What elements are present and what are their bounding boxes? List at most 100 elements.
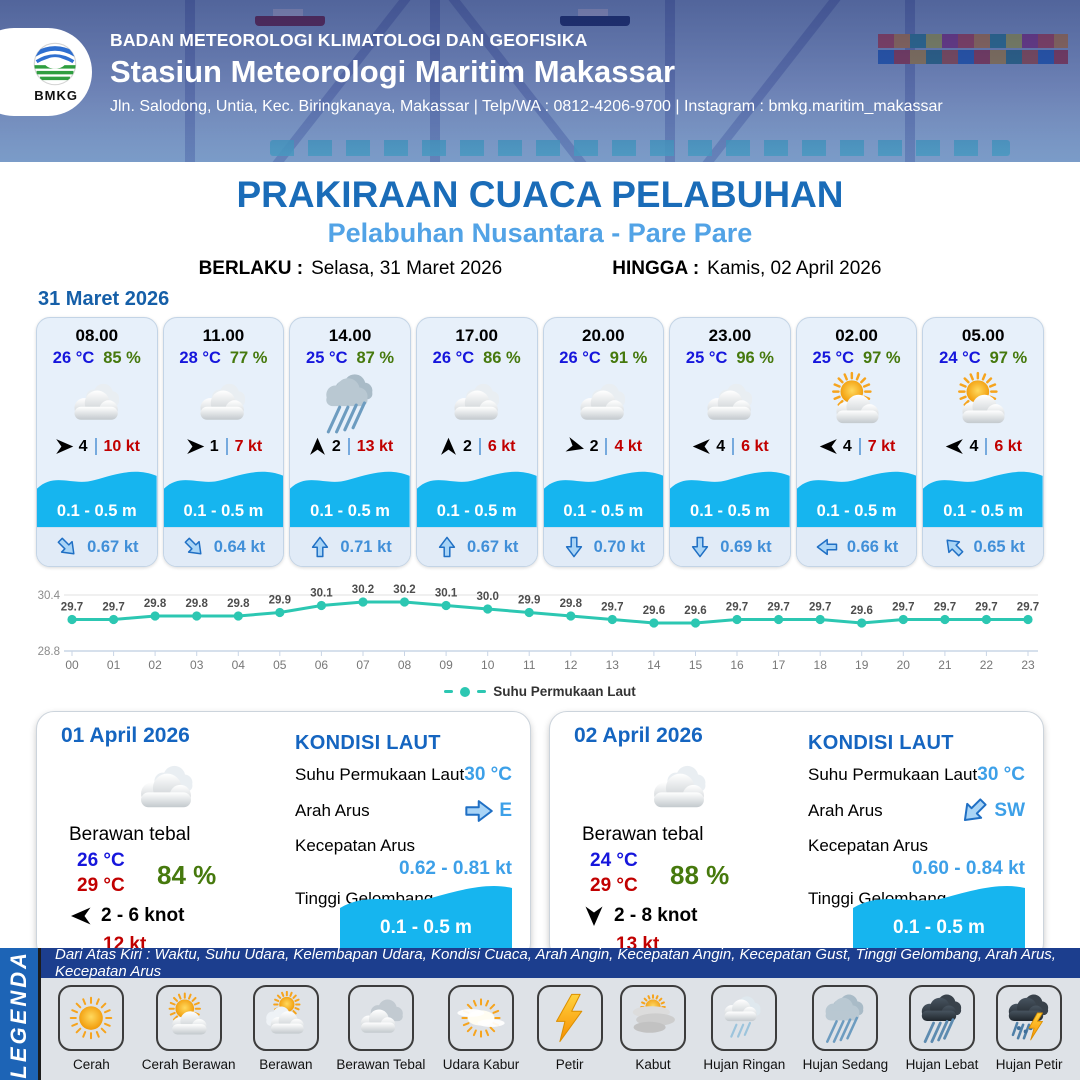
wind-direction-arrow-icon	[691, 436, 712, 457]
forecast-card: 23.00 25 °C 96 % 4 6 kt 0.1 - 0.5 m	[669, 317, 791, 567]
legend-item-label: Hujan Ringan	[703, 1057, 786, 1072]
current-direction-arrow-icon	[688, 535, 712, 559]
weather-legend-icon	[1002, 991, 1056, 1045]
current-speed-label: Kecepatan Arus	[295, 836, 416, 855]
legend-item: Cerah	[58, 985, 125, 1072]
current-direction-arrow-icon	[815, 535, 839, 559]
svg-text:21: 21	[938, 658, 952, 672]
condition-label: Berawan tebal	[582, 824, 704, 845]
svg-text:13: 13	[606, 658, 620, 672]
forecast-card: 08.00 26 °C 85 % 4 10 kt 0.1 - 0.5 m	[36, 317, 158, 567]
svg-text:22: 22	[980, 658, 994, 672]
weather-icon	[819, 370, 895, 436]
weather-icon	[565, 370, 641, 436]
legend-item-label: Hujan Lebat	[905, 1057, 979, 1072]
wave-shape	[853, 886, 1025, 948]
humidity-value: 96 %	[736, 349, 774, 367]
bmkg-logo-text: BMKG	[34, 88, 78, 103]
temp-humidity-row: 26 °C 91 %	[559, 349, 647, 368]
valid-until-label: HINGGA :	[612, 258, 700, 279]
svg-text:29.7: 29.7	[726, 602, 748, 614]
current-speed-value: 0.67 kt	[87, 537, 139, 556]
daily-date: 01 April 2026	[61, 724, 190, 747]
current-row: 0.71 kt	[290, 527, 410, 566]
wind-direction-arrow-icon	[307, 436, 328, 457]
current-speed-value: 0.69 kt	[720, 537, 772, 556]
wave-height-band: 0.1 - 0.5 m	[290, 461, 410, 527]
svg-text:07: 07	[356, 658, 370, 672]
wind-direction-arrow-icon	[944, 436, 965, 457]
current-row: 0.66 kt	[796, 527, 917, 566]
forecast-date: 31 Maret 2026	[38, 288, 170, 310]
current-direction-label: Arah Arus	[295, 801, 370, 820]
wave-height-value: 0.1 - 0.5 m	[690, 502, 770, 520]
time-label: 23.00	[708, 326, 752, 345]
validity-row: BERLAKU : Selasa, 31 Maret 2026 HINGGA : K…	[0, 258, 1080, 280]
time-label: 14.00	[328, 326, 372, 345]
wave-shape	[416, 471, 537, 527]
svg-text:30.2: 30.2	[352, 584, 374, 596]
current-direction-arrow-icon	[308, 535, 332, 559]
current-speed-value: 0.65 kt	[973, 537, 1025, 556]
legend-items: Cerah Cerah Berawan Berawan	[41, 978, 1080, 1080]
legend-item-label: Petir	[555, 1057, 584, 1072]
weather-legend-icon	[543, 991, 597, 1045]
sea-conditions: KONDISI LAUT Suhu Permukaan Laut 30 °C A…	[295, 732, 512, 948]
current-direction-value: SW	[994, 800, 1025, 821]
sea-conditions: KONDISI LAUT Suhu Permukaan Laut 30 °C A…	[808, 732, 1025, 948]
current-row: 0.69 kt	[670, 527, 790, 566]
forecast-card: 02.00 25 °C 97 % 4 7 kt 0.1 - 0.5 m	[795, 317, 918, 567]
daily-weather-icon	[121, 750, 213, 826]
wave-shape	[670, 471, 790, 527]
svg-text:29.6: 29.6	[684, 605, 706, 617]
sst-value: 30 °C	[464, 764, 512, 785]
legend-item-label: Berawan Tebal	[336, 1057, 426, 1072]
forecast-card: 20.00 26 °C 91 % 2 4 kt 0.1 - 0.5 m	[542, 317, 665, 567]
temp-humidity-row: 25 °C 96 %	[686, 349, 774, 368]
wave-height-value: 0.1 - 0.5 m	[816, 502, 897, 520]
station-name: Stasiun Meteorologi Maritim Makassar	[110, 54, 676, 89]
wind-speed-value: 4	[78, 437, 88, 455]
wind-speed-value: 2	[589, 437, 599, 455]
temp-humidity-row: 26 °C 86 %	[433, 349, 521, 368]
svg-text:29.7: 29.7	[102, 602, 124, 614]
svg-text:30.0: 30.0	[477, 591, 499, 603]
legend-item-label: Udara Kabur	[442, 1057, 520, 1072]
wind-row: 4 6 kt	[944, 436, 1022, 457]
svg-text:18: 18	[814, 658, 828, 672]
bmkg-logo-icon	[33, 42, 77, 86]
legend-icon-box	[620, 985, 687, 1051]
current-speed-value: 0.70 kt	[593, 537, 645, 556]
wind-speed-value: 4	[842, 437, 852, 455]
page-title: PRAKIRAAN CUACA PELABUHAN	[236, 174, 844, 215]
header-text: BADAN METEOROLOGI KLIMATOLOGI DAN GEOFIS…	[110, 30, 943, 116]
legend-line-mark	[444, 689, 454, 694]
temperature-value: 26 °C	[559, 349, 601, 367]
wave-shape	[543, 471, 664, 527]
current-direction-arrow-icon	[435, 535, 459, 559]
wave-height-value: 0.1 - 0.5 m	[563, 502, 644, 520]
sst-line-chart: 30.4 28.8 00 29.7 01 29.7 02 29.8 03 29.8 04 29.8 05…	[38, 584, 1040, 672]
wind-speed-value: 2	[331, 437, 341, 455]
max-temperature: 29 °C	[77, 875, 125, 896]
daily-date: 02 April 2026	[574, 724, 703, 747]
sst-row: Suhu Permukaan Laut 30 °C	[295, 764, 512, 786]
svg-text:30.1: 30.1	[435, 588, 458, 600]
legend-item-label: Kabut	[635, 1057, 671, 1072]
weather-icon	[312, 370, 388, 436]
legend-item: Hujan Sedang	[803, 985, 888, 1072]
current-row: 0.65 kt	[923, 527, 1043, 566]
wind-direction-arrow-icon	[185, 436, 206, 457]
current-row: 0.67 kt	[416, 527, 537, 566]
daily-humidity: 84 %	[157, 860, 217, 890]
humidity-value: 77 %	[229, 349, 268, 367]
wind-direction-arrow-icon	[54, 436, 75, 457]
daily-wind-row: 2 - 8 knot	[582, 904, 697, 928]
svg-text:30.1: 30.1	[310, 588, 333, 600]
legend-item: Udara Kabur	[442, 985, 520, 1072]
sst-label: Suhu Permukaan Laut	[295, 765, 465, 784]
wind-speed-value: 1	[209, 437, 219, 455]
legend-section: LEGENDA Dari Atas Kiri : Waktu, Suhu Uda…	[0, 946, 1080, 1080]
svg-text:29.8: 29.8	[144, 598, 167, 610]
legend-description-bar: Dari Atas Kiri : Waktu, Suhu Udara, Kele…	[41, 946, 1080, 980]
